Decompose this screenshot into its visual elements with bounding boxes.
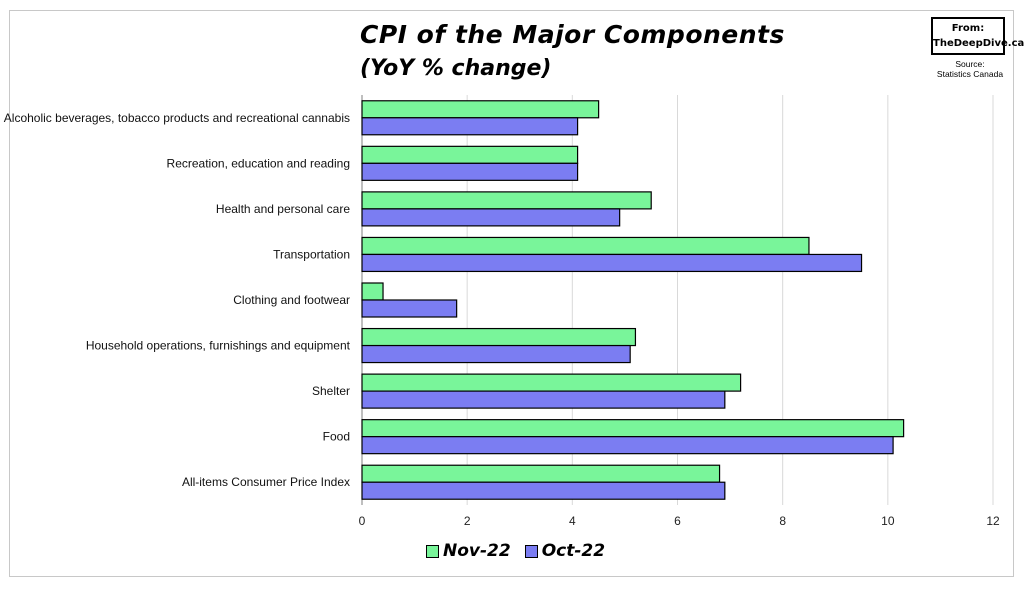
brand-line-1: From: xyxy=(951,23,985,34)
bar-nov-0 xyxy=(361,100,600,119)
legend-item-oct: Oct-22 xyxy=(524,541,606,561)
bar-oct-8 xyxy=(361,481,726,500)
chart-title: CPI of the Major Components xyxy=(360,20,785,49)
legend-item-nov: Nov-22 xyxy=(426,541,511,561)
legend-swatch-oct xyxy=(524,544,538,558)
x-tick-label-2: 4 xyxy=(569,514,576,528)
category-label-3: Transportation xyxy=(273,247,350,261)
chart-legend: Nov-22 Oct-22 xyxy=(426,541,619,561)
x-tick-label-0: 0 xyxy=(359,514,366,528)
brand-line-2: TheDeepDive.ca xyxy=(933,38,1024,49)
category-label-2: Health and personal care xyxy=(216,202,350,216)
legend-label-oct: Oct-22 xyxy=(541,541,606,561)
bar-nov-1 xyxy=(361,145,579,164)
category-label-8: All-items Consumer Price Index xyxy=(182,475,350,489)
bar-oct-2 xyxy=(361,208,621,227)
category-label-0: Alcoholic beverages, tobacco products an… xyxy=(4,111,350,125)
x-tick-label-3: 6 xyxy=(674,514,681,528)
x-tick-label-4: 8 xyxy=(779,514,786,528)
source-note: Source: Statistics Canada xyxy=(925,59,1015,79)
legend-label-nov: Nov-22 xyxy=(443,541,511,561)
category-label-7: Food xyxy=(323,430,350,444)
category-label-4: Clothing and footwear xyxy=(233,293,350,307)
legend-swatch-nov xyxy=(426,544,439,558)
bar-oct-3 xyxy=(361,253,863,273)
bar-nov-5 xyxy=(361,327,637,347)
brand-logo: From: TheDeepDive.ca xyxy=(931,17,1024,55)
source-line-1: Source: xyxy=(955,59,985,69)
bar-nov-7 xyxy=(361,419,905,438)
bar-nov-2 xyxy=(361,191,652,210)
x-tick-label-6: 12 xyxy=(986,514,1000,528)
category-label-5: Household operations, furnishings and eq… xyxy=(86,339,351,353)
bar-nov-6 xyxy=(361,373,742,392)
category-label-1: Recreation, education and reading xyxy=(167,156,350,170)
bar-oct-5 xyxy=(361,344,631,364)
x-tick-label-5: 10 xyxy=(881,514,895,528)
bar-nov-4 xyxy=(361,282,384,301)
bar-oct-7 xyxy=(361,436,894,455)
bar-oct-4 xyxy=(361,299,458,318)
bar-oct-0 xyxy=(361,117,579,136)
source-line-2: Statistics Canada xyxy=(936,69,1004,79)
bar-nov-8 xyxy=(361,464,721,483)
chart-subtitle: (YoY % change) xyxy=(360,56,552,81)
bar-nov-3 xyxy=(361,236,810,256)
bar-oct-1 xyxy=(361,162,579,181)
x-tick-label-1: 2 xyxy=(464,514,471,528)
bar-oct-6 xyxy=(361,390,726,409)
category-label-6: Shelter xyxy=(312,384,350,398)
